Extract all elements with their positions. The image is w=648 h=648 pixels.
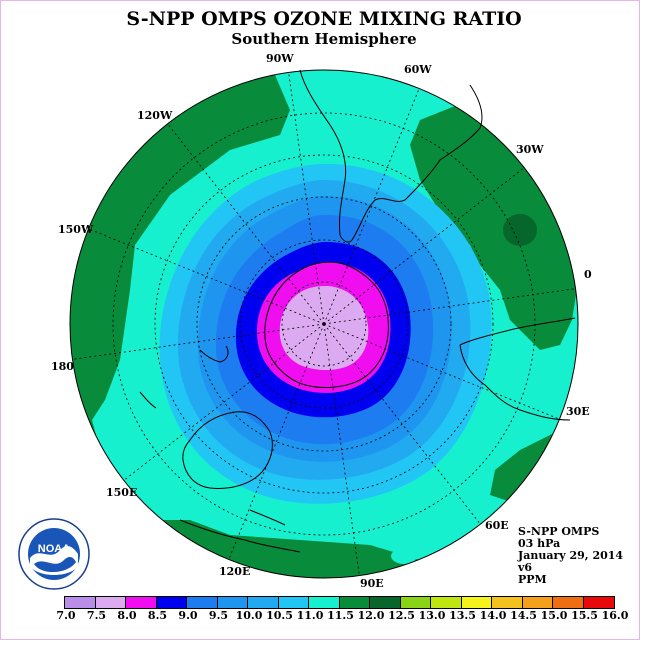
colorbar-tick-label: 11.0 bbox=[296, 609, 324, 622]
colorbar-tick-label: 8.0 bbox=[117, 609, 137, 622]
info-level: 03 hPa bbox=[518, 537, 561, 550]
meridian-line bbox=[323, 323, 360, 576]
lon-label-0: 0 bbox=[584, 268, 592, 281]
meridian-line bbox=[323, 288, 576, 325]
meridian-line bbox=[228, 323, 325, 560]
colorbar-tick-label: 13.5 bbox=[449, 609, 476, 622]
colorbar-tick-label: 12.0 bbox=[357, 609, 385, 622]
colorbar-tick-label: 15.0 bbox=[540, 609, 568, 622]
coast-australia bbox=[182, 411, 273, 489]
colorbar-cell bbox=[400, 597, 431, 608]
info-instrument: S-NPP OMPS bbox=[518, 525, 600, 538]
colorbar-tick-label: 14.0 bbox=[479, 609, 507, 622]
colorbar-cell bbox=[156, 597, 187, 608]
colorbar-cell bbox=[309, 597, 340, 608]
field-cyan-pocket bbox=[391, 548, 417, 564]
colorbar-cell bbox=[431, 597, 462, 608]
colorbar-tick-label: 12.5 bbox=[388, 609, 415, 622]
colorbar-tick-label: 9.5 bbox=[208, 609, 229, 622]
colorbar-cell bbox=[370, 597, 401, 608]
coast-indonesia bbox=[179, 509, 301, 553]
colorbar-cell bbox=[461, 597, 492, 608]
colorbar-tick-label: 13.0 bbox=[418, 609, 446, 622]
lon-label-60w: 60W bbox=[404, 63, 432, 76]
colorbar-cell bbox=[248, 597, 279, 608]
colorbar-cell bbox=[95, 597, 126, 608]
colorbar-tick-label: 11.5 bbox=[327, 609, 354, 622]
colorbar-tick-label: 9.0 bbox=[178, 609, 198, 622]
coast-antarctica bbox=[264, 261, 389, 388]
colorbar-tick-label: 8.5 bbox=[147, 609, 168, 622]
colorbar bbox=[64, 596, 615, 609]
map-subtitle: Southern Hemisphere bbox=[231, 30, 417, 48]
colorbar-tick-label: 7.5 bbox=[86, 609, 107, 622]
colorbar-tick-label: 10.0 bbox=[235, 609, 263, 622]
colorbar-tick-label: 14.5 bbox=[510, 609, 537, 622]
field-green-west bbox=[70, 70, 290, 578]
meridian-line bbox=[72, 323, 325, 360]
field-dark-green bbox=[503, 214, 537, 246]
ring-7-5 bbox=[279, 286, 369, 371]
lon-label-60e: 60E bbox=[485, 519, 509, 532]
colorbar-cell bbox=[187, 597, 218, 608]
lon-label-30w: 30W bbox=[516, 143, 544, 156]
info-date: January 29, 2014 bbox=[518, 549, 624, 562]
meridian-line bbox=[123, 323, 325, 481]
meridian-line bbox=[323, 88, 420, 325]
colorbar-cell bbox=[492, 597, 523, 608]
lon-label-120e: 120E bbox=[219, 565, 251, 578]
colorbar-tick-label: 16.0 bbox=[601, 609, 629, 622]
colorbar-cell bbox=[278, 597, 309, 608]
coastlines bbox=[139, 69, 576, 553]
info-block: S-NPP OMPS 03 hPa January 29, 2014 v6 PP… bbox=[518, 526, 623, 586]
colorbar-cell bbox=[65, 597, 96, 608]
meridian-line bbox=[323, 167, 525, 325]
info-version: v6 bbox=[518, 561, 533, 574]
colorbar-cell bbox=[583, 597, 614, 608]
meridian-line bbox=[167, 123, 325, 325]
colorbar-cell bbox=[217, 597, 248, 608]
meridian-line bbox=[88, 228, 325, 325]
coast-south-america bbox=[299, 69, 483, 243]
colorbar-tick-label: 7.0 bbox=[56, 609, 76, 622]
lon-label-120w: 120W bbox=[137, 109, 173, 122]
colorbar-cell bbox=[553, 597, 584, 608]
latitude-circles bbox=[112, 112, 536, 536]
map-title: S-NPP OMPS OZONE MIXING RATIO bbox=[126, 8, 522, 30]
logo-text: NOAA bbox=[38, 543, 70, 555]
lon-label-30e: 30E bbox=[566, 405, 590, 418]
lon-label-90w: 90W bbox=[266, 52, 294, 65]
coast-new-zealand bbox=[139, 345, 229, 409]
lon-label-90e: 90E bbox=[360, 577, 384, 590]
meridians bbox=[72, 72, 576, 576]
colorbar-cell bbox=[126, 597, 157, 608]
meridian-line bbox=[323, 323, 481, 525]
colorbar-cell bbox=[339, 597, 370, 608]
coast-africa bbox=[459, 317, 576, 421]
lon-label-150w: 150W bbox=[58, 223, 94, 236]
meridian-line bbox=[323, 323, 560, 420]
field-green-south bbox=[140, 520, 470, 578]
colorbar-tick-label: 15.5 bbox=[571, 609, 598, 622]
map-boundary bbox=[69, 69, 579, 579]
colorbar-tick-label: 10.5 bbox=[266, 609, 293, 622]
colorbar-cell bbox=[522, 597, 553, 608]
noaa-logo: NOAA bbox=[18, 518, 90, 590]
info-units: PPM bbox=[518, 573, 547, 586]
lon-label-180: 180 bbox=[51, 360, 74, 373]
meridian-line bbox=[288, 72, 325, 325]
lon-label-150e: 150E bbox=[106, 486, 138, 499]
